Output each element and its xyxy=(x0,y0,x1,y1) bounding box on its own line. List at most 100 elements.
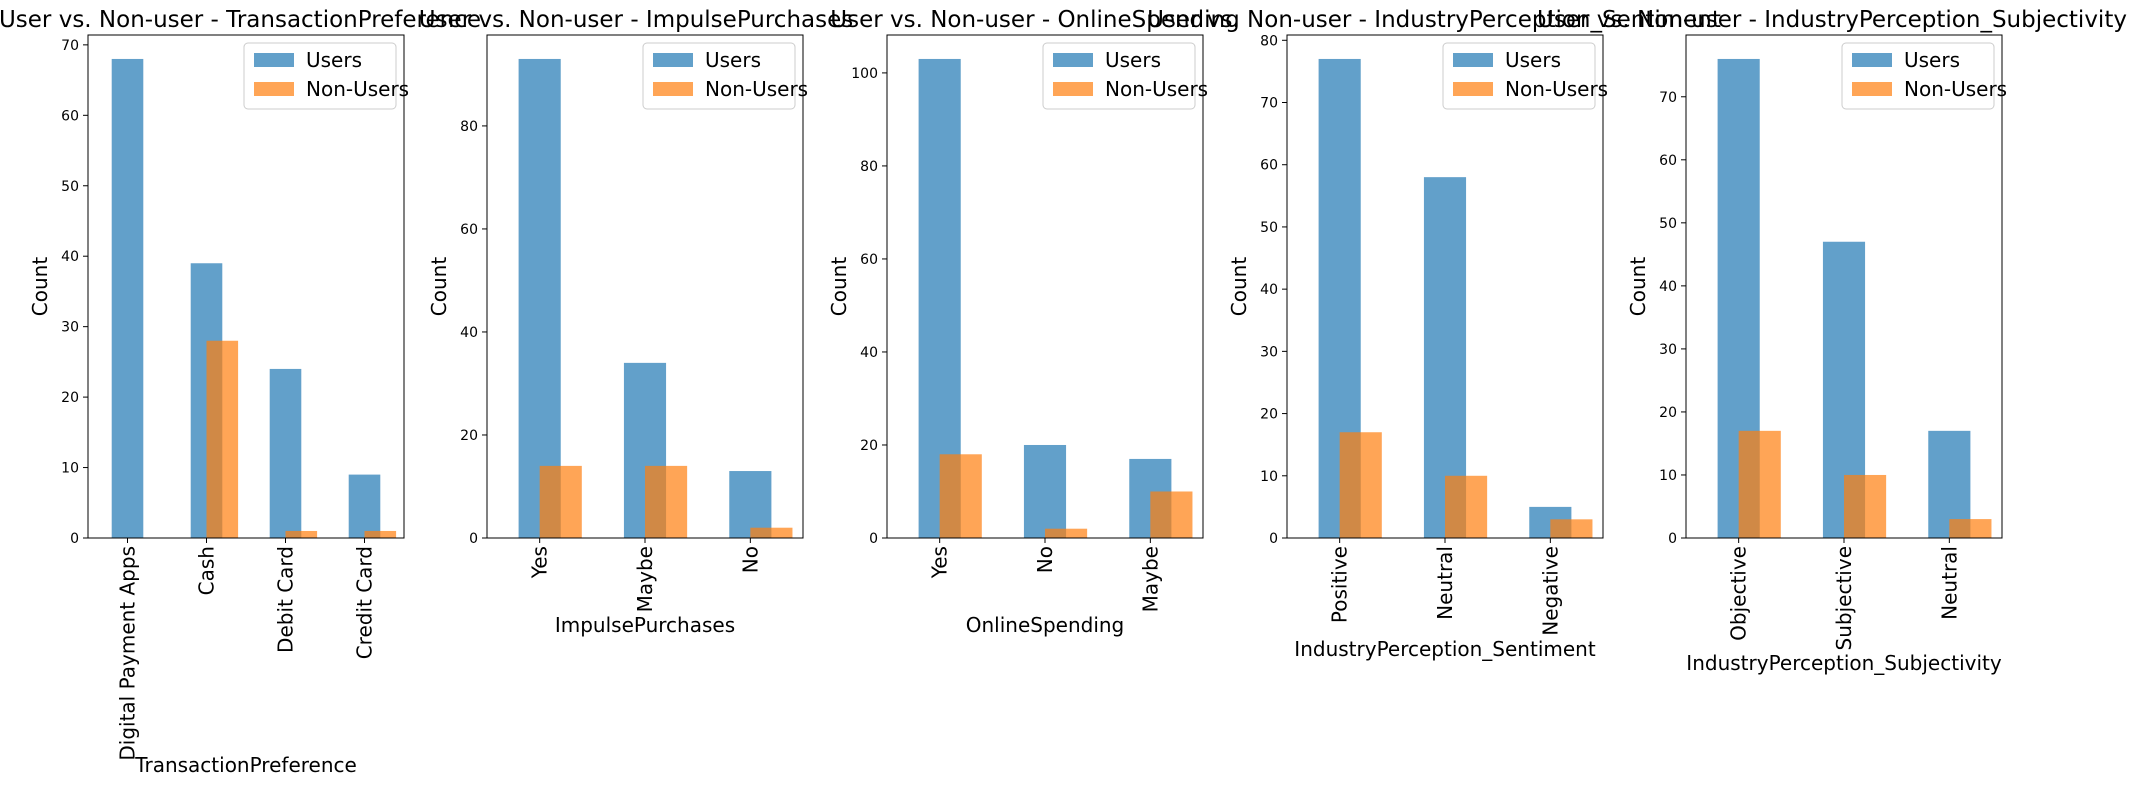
plot-frame xyxy=(87,34,405,539)
bar-non-users-2 xyxy=(1844,474,1887,538)
legend-swatch-non-users xyxy=(254,82,294,96)
legend: Users Non-Users xyxy=(1841,42,2007,110)
legend-label-users: Users xyxy=(705,48,761,72)
y-tick-label: 30 xyxy=(1659,342,1677,358)
bar-non-users-3 xyxy=(1949,519,1992,538)
y-tick-label: 20 xyxy=(61,390,79,406)
legend-label-non-users: Non-Users xyxy=(1505,77,1608,101)
y-tick-label: 50 xyxy=(1260,220,1278,236)
y-tick-label: 80 xyxy=(860,159,878,175)
y-tick-label: 80 xyxy=(460,119,478,135)
legend-swatch-users xyxy=(1453,53,1493,67)
bar-users-3 xyxy=(729,471,772,538)
y-tick-label: 70 xyxy=(1260,96,1278,112)
y-tick-label: 50 xyxy=(61,179,79,195)
x-tick-label: No xyxy=(1033,546,1057,573)
y-tick-label: 70 xyxy=(61,38,79,54)
legend-swatch-users xyxy=(1053,53,1093,67)
x-tick-label: Maybe xyxy=(1138,546,1162,612)
y-tick-label: 10 xyxy=(61,461,79,477)
y-tick-label: 20 xyxy=(460,428,478,444)
chart-panel-4: 0 10 20 30 40 50 60 70 80 Positive Neutral Negative… xyxy=(1147,7,1721,661)
y-tick-label: 60 xyxy=(1659,153,1677,169)
bar-non-users-1 xyxy=(1738,430,1781,538)
x-tick-label: Objective xyxy=(1727,546,1751,641)
legend-label-non-users: Non-Users xyxy=(1105,77,1208,101)
bar-non-users-1 xyxy=(539,465,582,538)
legend-label-non-users: Non-Users xyxy=(705,77,808,101)
x-axis-label: TransactionPreference xyxy=(134,753,357,777)
chart-panel-1: 0 10 20 30 40 50 60 70 Digital Payment Apps Cash D… xyxy=(0,7,481,777)
y-tick-label: 60 xyxy=(61,108,79,124)
y-tick-label: 60 xyxy=(1260,158,1278,174)
x-axis-label: ImpulsePurchases xyxy=(555,613,735,637)
chart-title: User vs. Non-user - OnlineSpending xyxy=(830,7,1239,33)
bar-non-users-2 xyxy=(645,465,688,538)
y-tick-label: 40 xyxy=(460,325,478,341)
y-tick-label: 50 xyxy=(1659,216,1677,232)
legend-swatch-non-users xyxy=(1852,82,1892,96)
y-tick-label: 10 xyxy=(1659,468,1677,484)
bar-non-users-1 xyxy=(1339,432,1382,538)
bar-non-users-3 xyxy=(285,530,318,538)
x-axis-label: IndustryPerception_Subjectivity xyxy=(1686,651,2002,675)
legend-label-non-users: Non-Users xyxy=(1904,77,2007,101)
x-tick-label: Digital Payment Apps xyxy=(116,546,140,761)
chart-title: User vs. Non-user - TransactionPreferenc… xyxy=(0,7,481,33)
y-tick-label: 0 xyxy=(1269,531,1278,547)
y-tick-label: 20 xyxy=(1260,407,1278,423)
x-tick-label: Cash xyxy=(195,546,219,595)
x-tick-label: Maybe xyxy=(633,546,657,612)
y-axis-label: Count xyxy=(827,257,851,317)
legend: Users Non-Users xyxy=(642,42,808,110)
legend-swatch-non-users xyxy=(1453,82,1493,96)
legend: Users Non-Users xyxy=(1442,42,1608,110)
x-tick-label: Neutral xyxy=(1937,546,1961,620)
y-tick-label: 40 xyxy=(860,345,878,361)
y-tick-label: 40 xyxy=(1659,279,1677,295)
bar-users-1 xyxy=(111,58,144,538)
bar-non-users-1 xyxy=(939,454,982,538)
y-tick-label: 30 xyxy=(61,320,79,336)
chart-panel-5: 0 10 20 30 40 50 60 70 Objective Subjective Neutra… xyxy=(1537,7,2127,675)
legend-label-users: Users xyxy=(1904,48,1960,72)
x-tick-label: Neutral xyxy=(1433,546,1457,620)
y-tick-label: 0 xyxy=(469,531,478,547)
x-tick-label: Negative xyxy=(1538,546,1562,636)
y-tick-label: 40 xyxy=(61,249,79,265)
legend-label-users: Users xyxy=(306,48,362,72)
bar-non-users-2 xyxy=(206,340,239,538)
legend-swatch-users xyxy=(1852,53,1892,67)
chart-panel-3: 0 20 40 60 80 100 Yes No Maybe Count OnlineSpendin… xyxy=(827,7,1240,637)
x-tick-label: Yes xyxy=(528,546,552,579)
y-tick-label: 20 xyxy=(860,438,878,454)
y-tick-label: 0 xyxy=(70,531,79,547)
y-tick-label: 60 xyxy=(860,252,878,268)
bar-users-2 xyxy=(1023,444,1067,538)
y-tick-label: 10 xyxy=(1260,469,1278,485)
y-axis-label: Count xyxy=(28,257,52,317)
bar-users-3 xyxy=(269,368,302,538)
x-tick-label: Credit Card xyxy=(353,546,377,659)
y-tick-label: 80 xyxy=(1260,33,1278,49)
x-axis-label: IndustryPerception_Sentiment xyxy=(1294,637,1596,661)
legend: Users Non-Users xyxy=(1042,42,1208,110)
legend-swatch-non-users xyxy=(653,82,693,96)
y-tick-label: 30 xyxy=(1260,344,1278,360)
y-tick-label: 0 xyxy=(1668,531,1677,547)
legend-label-users: Users xyxy=(1105,48,1161,72)
y-tick-label: 20 xyxy=(1659,405,1677,421)
chart-title: User vs. Non-user - IndustryPerception_S… xyxy=(1147,7,1721,33)
chart-title: User vs. Non-user - ImpulsePurchases xyxy=(419,7,854,33)
legend-swatch-users xyxy=(653,53,693,67)
y-tick-label: 70 xyxy=(1659,90,1677,106)
chart-panel-2: 0 20 40 60 80 Yes Maybe No Count ImpulsePurchases… xyxy=(419,7,854,637)
legend-label-users: Users xyxy=(1505,48,1561,72)
y-axis-label: Count xyxy=(1626,257,1650,317)
y-axis-label: Count xyxy=(427,257,451,317)
legend-swatch-non-users xyxy=(1053,82,1093,96)
legend-swatch-users xyxy=(254,53,294,67)
bar-non-users-3 xyxy=(750,527,793,538)
x-tick-label: Positive xyxy=(1328,546,1352,623)
